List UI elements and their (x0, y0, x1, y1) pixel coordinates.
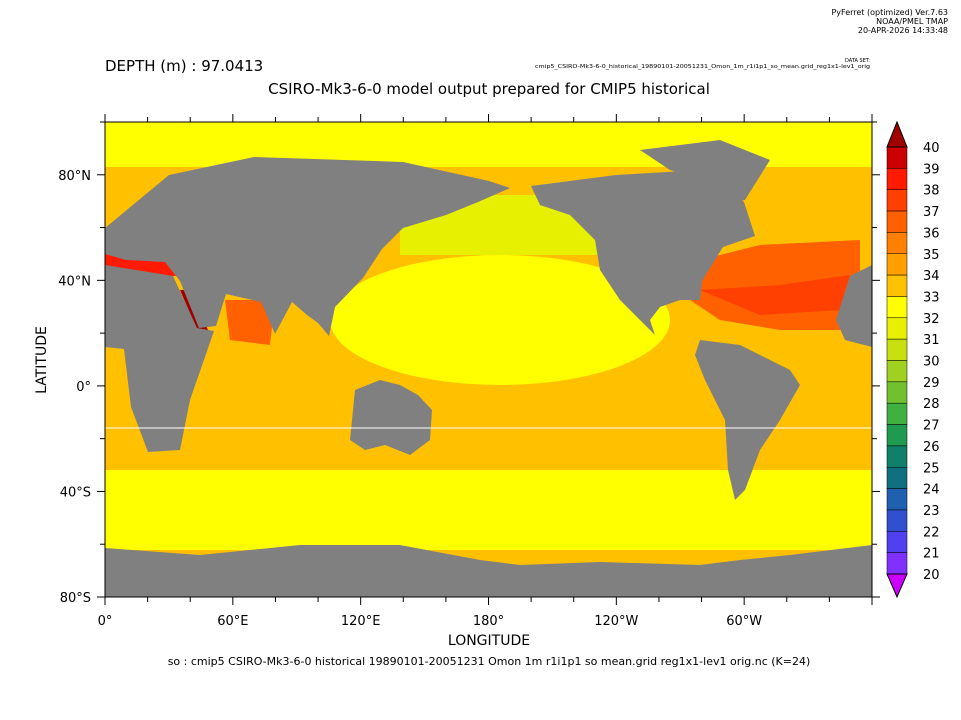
org-label: NOAA/PMEL TMAP (876, 17, 948, 26)
colorbar-over (886, 120, 908, 148)
x-axis-label: LONGITUDE (448, 633, 530, 649)
dataset-name: cmip5_CSIRO-Mk3-6-0_historical_19890101-… (535, 64, 870, 70)
land (105, 140, 872, 597)
y-tick-label: 80°N (58, 169, 91, 184)
colorbar-label: 21 (923, 547, 940, 562)
colorbar-label: 22 (923, 525, 940, 540)
software-label: PyFerret (optimized) Ver.7.63 (831, 8, 948, 17)
y-tick-label: 80°S (60, 591, 91, 606)
colorbar-label: 35 (923, 248, 940, 263)
colorbar-label: 38 (923, 184, 940, 199)
pacific-fresh (330, 255, 670, 385)
colorbar-label: 29 (923, 376, 940, 391)
south-america (695, 340, 800, 500)
x-tick-label: 120°E (341, 614, 381, 629)
colorbar-label: 33 (923, 290, 940, 305)
colorbar-label: 31 (923, 333, 940, 348)
arabian-sea (225, 300, 275, 345)
y-axis-label: LATITUDE (34, 326, 50, 394)
colorbar-under (886, 573, 908, 599)
colorbar-band (886, 274, 908, 297)
footer: so : cmip5 CSIRO-Mk3-6-0 historical 1989… (168, 655, 811, 668)
depth-label: DEPTH (m) : 97.0413 (105, 57, 263, 75)
greenland (640, 140, 770, 205)
eurasia (105, 157, 510, 336)
southern-ocean (105, 470, 872, 550)
colorbar-band (886, 232, 908, 254)
colorbar-label: 25 (923, 461, 940, 476)
colorbar-band (886, 146, 908, 169)
y-tick-label: 40°S (60, 485, 91, 500)
colorbar-band (886, 424, 908, 447)
y-tick-label: 40°N (58, 274, 91, 289)
colorbar-label: 28 (923, 397, 940, 412)
colorbar-label: 39 (923, 162, 940, 177)
colorbar-band (886, 381, 908, 404)
x-tick-label: 60°W (726, 614, 762, 629)
colorbar-band (886, 467, 908, 489)
colorbar: 40 39 38 37 36 35 34 33 32 31 30 29 28 27 26 25 24 23 22 21… (886, 120, 940, 599)
colorbar-band (886, 509, 908, 532)
colorbar-label: 23 (923, 504, 940, 519)
colorbar-label: 40 (923, 141, 940, 156)
atlantic-core (700, 275, 850, 315)
colorbar-band (886, 210, 908, 233)
colorbar-band (886, 360, 908, 383)
colorbar-band (886, 253, 908, 276)
colorbar-band (886, 402, 908, 425)
map (104, 121, 873, 598)
dataset-label: DATA SET: (845, 58, 870, 64)
colorbar-label: 34 (923, 269, 940, 284)
west-africa (836, 265, 872, 347)
colorbar-band (886, 168, 908, 190)
plot-title: CSIRO-Mk3-6-0 model output prepared for … (268, 80, 710, 98)
y-tick-label: 0° (76, 380, 91, 395)
x-tick-label: 60°E (217, 614, 248, 629)
antarctica (105, 545, 872, 597)
x-tick-label: 180° (473, 614, 504, 629)
colorbar-band (886, 488, 908, 511)
x-tick-label: 0° (98, 614, 113, 629)
colorbar-label: 37 (923, 205, 940, 220)
x-tick-label: 120°W (594, 614, 638, 629)
colorbar-band (886, 531, 908, 553)
colorbar-label: 26 (923, 440, 940, 455)
africa (105, 265, 214, 452)
colorbar-band (886, 296, 908, 319)
colorbar-label: 24 (923, 483, 940, 498)
colorbar-label: 36 (923, 226, 940, 241)
timestamp: 20-APR-2026 14:33:48 (858, 26, 948, 35)
colorbar-label: 20 (923, 568, 940, 583)
colorbar-label: 30 (923, 355, 940, 370)
australia (350, 380, 432, 455)
colorbar-band (886, 317, 908, 340)
colorbar-band (886, 189, 908, 212)
colorbar-label: 32 (923, 312, 940, 327)
colorbar-band (886, 552, 908, 575)
colorbar-label: 27 (923, 419, 940, 434)
colorbar-band (886, 338, 908, 361)
colorbar-band (886, 445, 908, 468)
north-america (531, 170, 755, 335)
